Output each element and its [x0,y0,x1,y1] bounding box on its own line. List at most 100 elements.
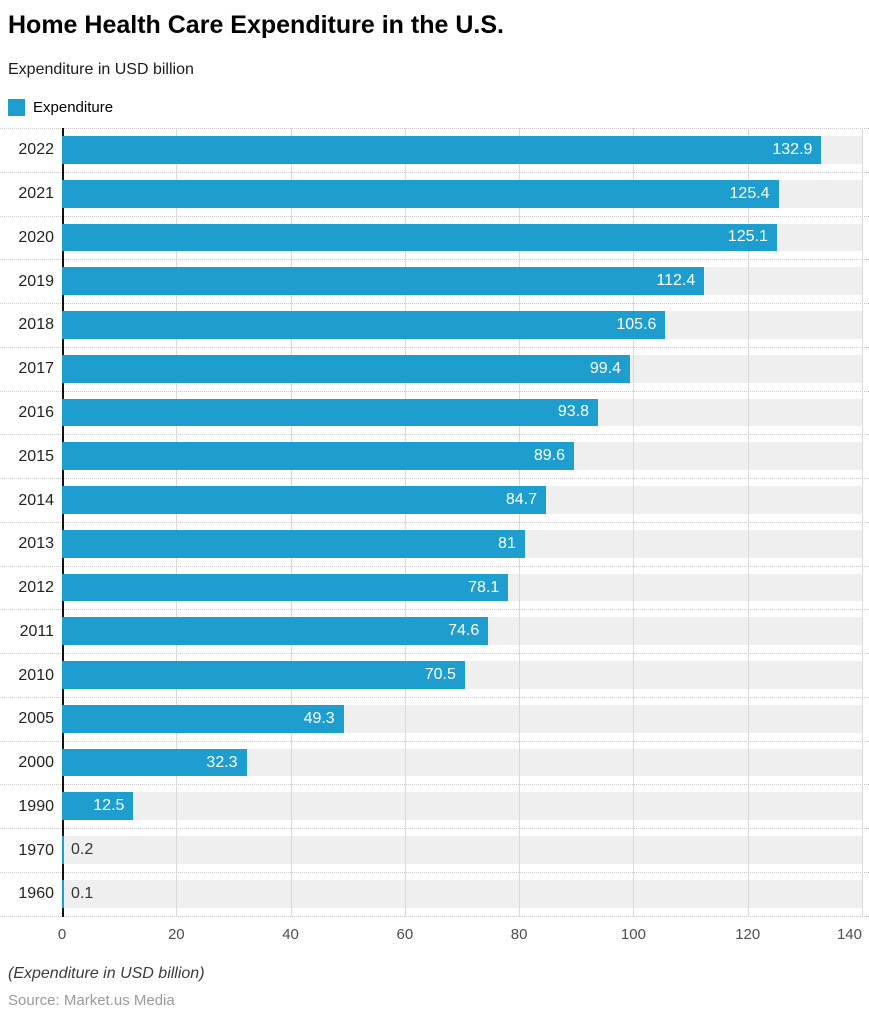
value-label: 84.7 [505,491,537,508]
bar-track: 125.4 [62,179,862,208]
legend: Expenditure [8,98,869,116]
bar-track: 132.9 [62,136,862,164]
expenditure-bar[interactable]: 132.9 [62,136,822,164]
bar-chart: 2022 132.9 2021 125.4 2020 125.1 2019 112.4 2018… [0,128,869,951]
expenditure-bar[interactable]: 12.5 [62,792,134,821]
x-axis: 0 20 40 60 80 100 120 140 [58,917,862,951]
year-label: 2021 [18,185,54,203]
value-label: 78.1 [468,578,500,596]
chart-row: 2005 49.3 [0,698,869,742]
bar-track: 74.6 [62,617,862,646]
year-label: 2014 [18,491,54,509]
expenditure-bar[interactable]: 112.4 [62,267,705,296]
expenditure-bar[interactable]: 125.4 [62,179,779,208]
bar-track: 78.1 [62,573,862,602]
x-tick-label: 40 [282,925,299,943]
year-label: 2018 [18,316,54,334]
x-tick-label: 20 [167,925,185,943]
bar-track: 70.5 [62,661,862,689]
bar-rows: 2022 132.9 2021 125.4 2020 125.1 2019 112.4 2018… [0,128,869,917]
value-label: 74.6 [448,622,480,640]
expenditure-bar[interactable]: 74.6 [62,617,489,646]
bar-track: 93.8 [62,398,862,427]
x-tick-label: 120 [735,925,761,943]
expenditure-bar[interactable]: 84.7 [62,486,546,514]
bar-track: 89.6 [62,442,862,471]
chart-row: 2012 78.1 [0,567,869,611]
plot-area: 2022 132.9 2021 125.4 2020 125.1 2019 112.4 2018… [0,128,869,917]
x-tick-label: 80 [510,925,528,943]
year-label: 2022 [18,141,54,159]
value-label: 89.6 [533,447,565,465]
expenditure-bar[interactable]: 0.1 [62,880,93,908]
year-label: 2019 [18,272,54,290]
expenditure-bar[interactable]: 99.4 [62,354,630,383]
source-credit: Source: Market.us Media [8,991,175,1009]
chart-row: 1970 0.2 [0,829,869,874]
year-label: 2011 [19,622,54,640]
footnote: (Expenditure in USD billion) [8,964,205,982]
value-label: 105.6 [616,315,657,333]
value-label: 81 [498,534,516,552]
bar-track: 112.4 [62,267,862,296]
expenditure-bar[interactable]: 81 [62,529,525,558]
year-label: 1960 [18,885,54,903]
expenditure-bar[interactable]: 70.5 [62,661,465,689]
chart-row: 2000 32.3 [0,742,869,786]
value-label: 112.4 [656,272,696,290]
value-label: 49.3 [303,709,335,727]
chart-row: 2021 125.4 [0,173,869,217]
bar-track: 32.3 [62,748,862,777]
value-label: 99.4 [589,359,621,377]
year-label: 2010 [18,666,54,684]
chart-subtitle: Expenditure in USD billion [8,61,194,78]
year-label: 2017 [18,360,54,378]
bar-track: 105.6 [62,311,862,339]
expenditure-bar[interactable]: 89.6 [62,442,574,471]
bar-track: 0.1 [62,880,862,908]
expenditure-bar[interactable]: 125.1 [62,223,777,252]
chart-row: 2020 125.1 [0,217,869,261]
legend-swatch-icon[interactable] [8,98,25,116]
bar-track: 0.2 [62,836,862,865]
chart-row: 2019 112.4 [0,260,869,305]
expenditure-bar[interactable]: 105.6 [62,311,666,339]
expenditure-bar[interactable]: 0.2 [62,836,93,865]
expenditure-bar[interactable]: 93.8 [62,398,598,427]
value-label: 12.5 [93,797,125,815]
chart-row: 2013 81 [0,523,869,567]
value-label: 125.4 [729,184,770,202]
value-label: 93.8 [557,403,589,421]
bar-track: 81 [62,529,862,558]
x-tick-label: 100 [620,925,646,943]
bar-track: 84.7 [62,486,862,514]
chart-row: 2014 84.7 [0,479,869,523]
chart-row: 1990 12.5 [0,785,869,830]
value-label: 125.1 [727,228,768,246]
x-tick-label: 140 [836,925,862,943]
chart-row: 2022 132.9 [0,129,869,173]
year-label: 2012 [18,579,54,597]
chart-row: 2017 99.4 [0,348,869,392]
year-label: 2013 [18,535,54,553]
value-label: 132.9 [772,140,813,158]
year-label: 1970 [18,841,54,859]
expenditure-bar[interactable]: 78.1 [62,573,509,602]
chart-row: 1960 0.1 [0,873,869,917]
chart-row: 2010 70.5 [0,654,869,698]
legend-label[interactable]: Expenditure [33,98,114,116]
year-label: 2016 [18,403,54,421]
value-label: 70.5 [424,666,456,684]
chart-row: 2018 105.6 [0,304,869,348]
year-label: 2020 [18,228,54,246]
value-label: 0.1 [71,884,94,902]
expenditure-bar[interactable]: 32.3 [62,748,247,777]
x-tick-label: 60 [396,925,414,943]
x-tick-label: 0 [57,925,67,943]
bar-track: 125.1 [62,223,862,252]
page-title: Home Health Care Expenditure in the U.S. [8,11,504,39]
expenditure-bar[interactable]: 49.3 [62,704,344,733]
chart-row: 2015 89.6 [0,435,869,480]
chart-row: 2016 93.8 [0,392,869,436]
